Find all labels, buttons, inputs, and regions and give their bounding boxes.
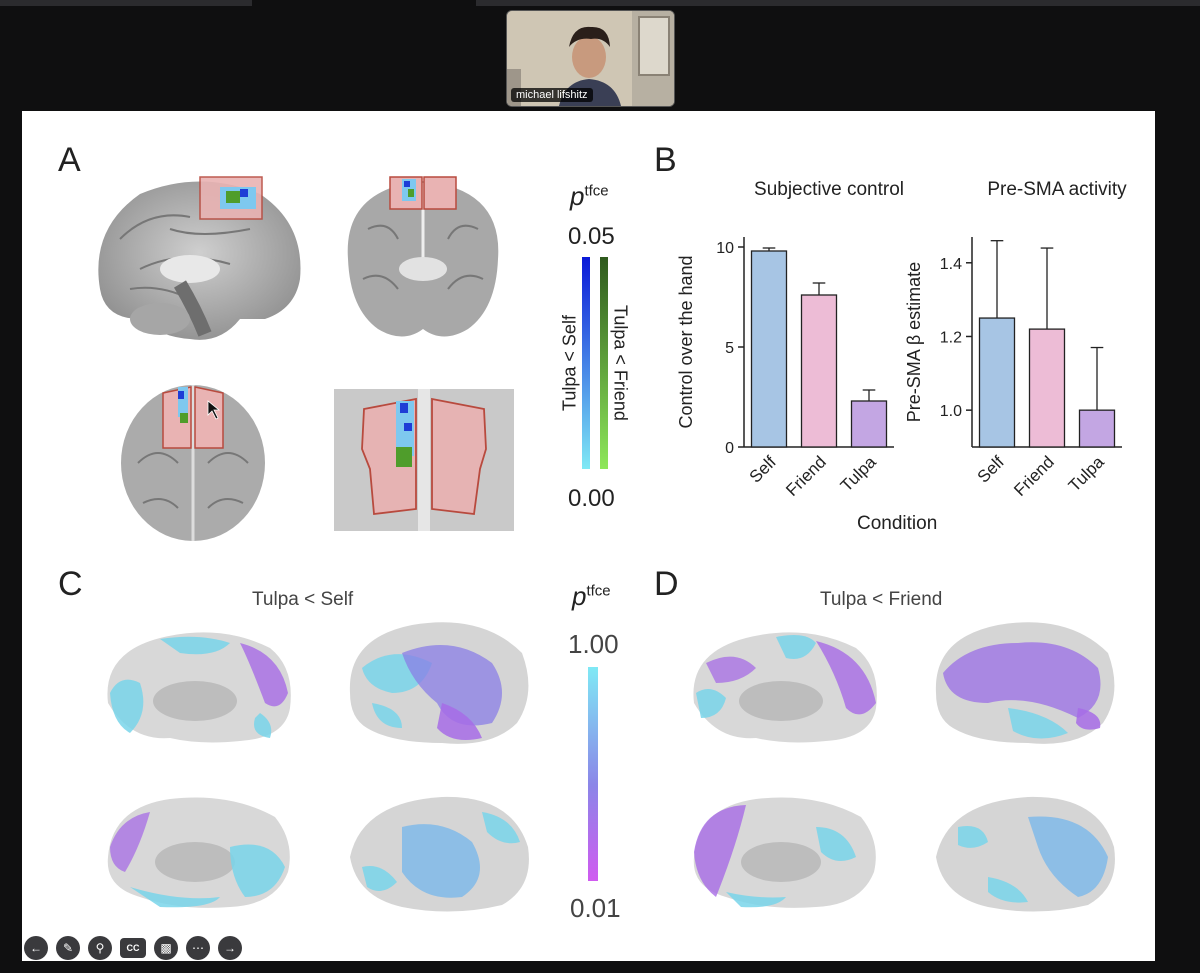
participant-name-label: michael lifshitz [511, 88, 593, 102]
more-icon[interactable]: ⋯ [186, 936, 210, 960]
shared-slide: A [22, 111, 1155, 961]
back-arrow-icon[interactable]: ← [24, 936, 48, 960]
brain-sagittal-slice [98, 176, 301, 340]
brain-zoomed-slice [334, 389, 514, 531]
bar-tulpa [850, 400, 888, 448]
cortex-lateral-left-c [350, 796, 529, 912]
cortex-medial-right-c [107, 797, 290, 908]
chart-pre-sma-activity: Pre-SMA activity Pre-SMA β estimate 1.0 1.2… [904, 179, 1127, 499]
closed-caption-icon[interactable]: CC [120, 938, 146, 958]
y-tick-label: 10 [716, 240, 734, 257]
chart-ylabel: Pre-SMA β estimate [904, 262, 924, 422]
y-tick-label: 5 [725, 340, 734, 357]
panel-d-title: Tulpa < Friend [820, 589, 943, 610]
x-tick-label: Tulpa [837, 452, 880, 495]
chart-ylabel: Control over the hand [676, 255, 696, 428]
bar-friend [800, 294, 838, 448]
chart-title: Pre-SMA activity [987, 179, 1127, 200]
forward-arrow-icon[interactable]: → [218, 936, 242, 960]
presentation-toolbar: ← ✎ ⚲ CC ▩ ⋯ → [24, 934, 242, 962]
panel-c-scale-min: 0.01 [570, 893, 621, 923]
participant-video-tile[interactable]: michael lifshitz [506, 10, 675, 107]
panel-c-letter: C [58, 565, 83, 603]
panel-a-scale-max: 0.05 [568, 223, 615, 250]
bar-tulpa [1078, 409, 1116, 448]
brain-axial-slice [121, 385, 265, 541]
x-tick-label: Self [974, 452, 1008, 486]
cortex-medial-left-c [107, 632, 291, 743]
y-tick-label: 1.0 [940, 403, 962, 420]
panel-b-letter: B [654, 141, 677, 179]
magnifier-icon[interactable]: ⚲ [88, 936, 112, 960]
panel-c-p-label: ptfce [572, 581, 611, 612]
panel-a-p-label: ptfce [570, 181, 609, 212]
panel-c-p-superscript: tfce [586, 582, 611, 600]
panel-a-p-superscript: tfce [584, 182, 609, 200]
cortex-lateral-right-c [349, 622, 529, 744]
bar-friend [1028, 328, 1066, 448]
y-tick-label: 0 [725, 440, 734, 457]
panel-c-colorbar [588, 667, 598, 881]
y-tick-label: 1.4 [940, 256, 962, 273]
cortex-lateral-right-d [935, 622, 1115, 744]
panel-c-p-symbol: p [572, 581, 587, 611]
pencil-icon[interactable]: ✎ [56, 936, 80, 960]
top-bar-right [476, 0, 1200, 6]
panel-d-letter: D [654, 565, 679, 603]
bar-self [750, 250, 788, 448]
panel-a-blue-colorbar [582, 257, 590, 469]
top-bar-left [0, 0, 252, 6]
x-tick-label: Self [746, 452, 780, 486]
panel-a-scale-min: 0.00 [568, 485, 615, 512]
cortex-lateral-left-d [936, 796, 1115, 912]
bar-self [978, 317, 1016, 448]
cortex-medial-left-d [693, 632, 877, 743]
panel-c-title: Tulpa < Self [252, 589, 354, 610]
x-tick-label: Friend [782, 452, 830, 499]
chart-subjective-control: Subjective control Control over the hand 0… [676, 179, 904, 499]
camera-off-icon[interactable]: ▩ [154, 936, 178, 960]
x-tick-label: Friend [1010, 452, 1058, 499]
brain-coronal-slice [347, 176, 499, 337]
chart-title: Subjective control [754, 179, 904, 200]
panel-a-p-symbol: p [570, 181, 585, 211]
participant-video-image [507, 11, 674, 106]
y-tick-label: 1.2 [940, 329, 962, 346]
panel-a-letter: A [58, 141, 81, 179]
panel-c-scale-max: 1.00 [568, 629, 619, 659]
panel-a-green-label: Tulpa < Friend [610, 305, 631, 421]
x-tick-label: Tulpa [1065, 452, 1108, 495]
panel-a-blue-label: Tulpa < Self [559, 315, 580, 411]
cortex-medial-right-d [693, 797, 876, 908]
panel-b-xlabel: Condition [857, 513, 938, 534]
panel-a-green-colorbar [600, 257, 608, 469]
